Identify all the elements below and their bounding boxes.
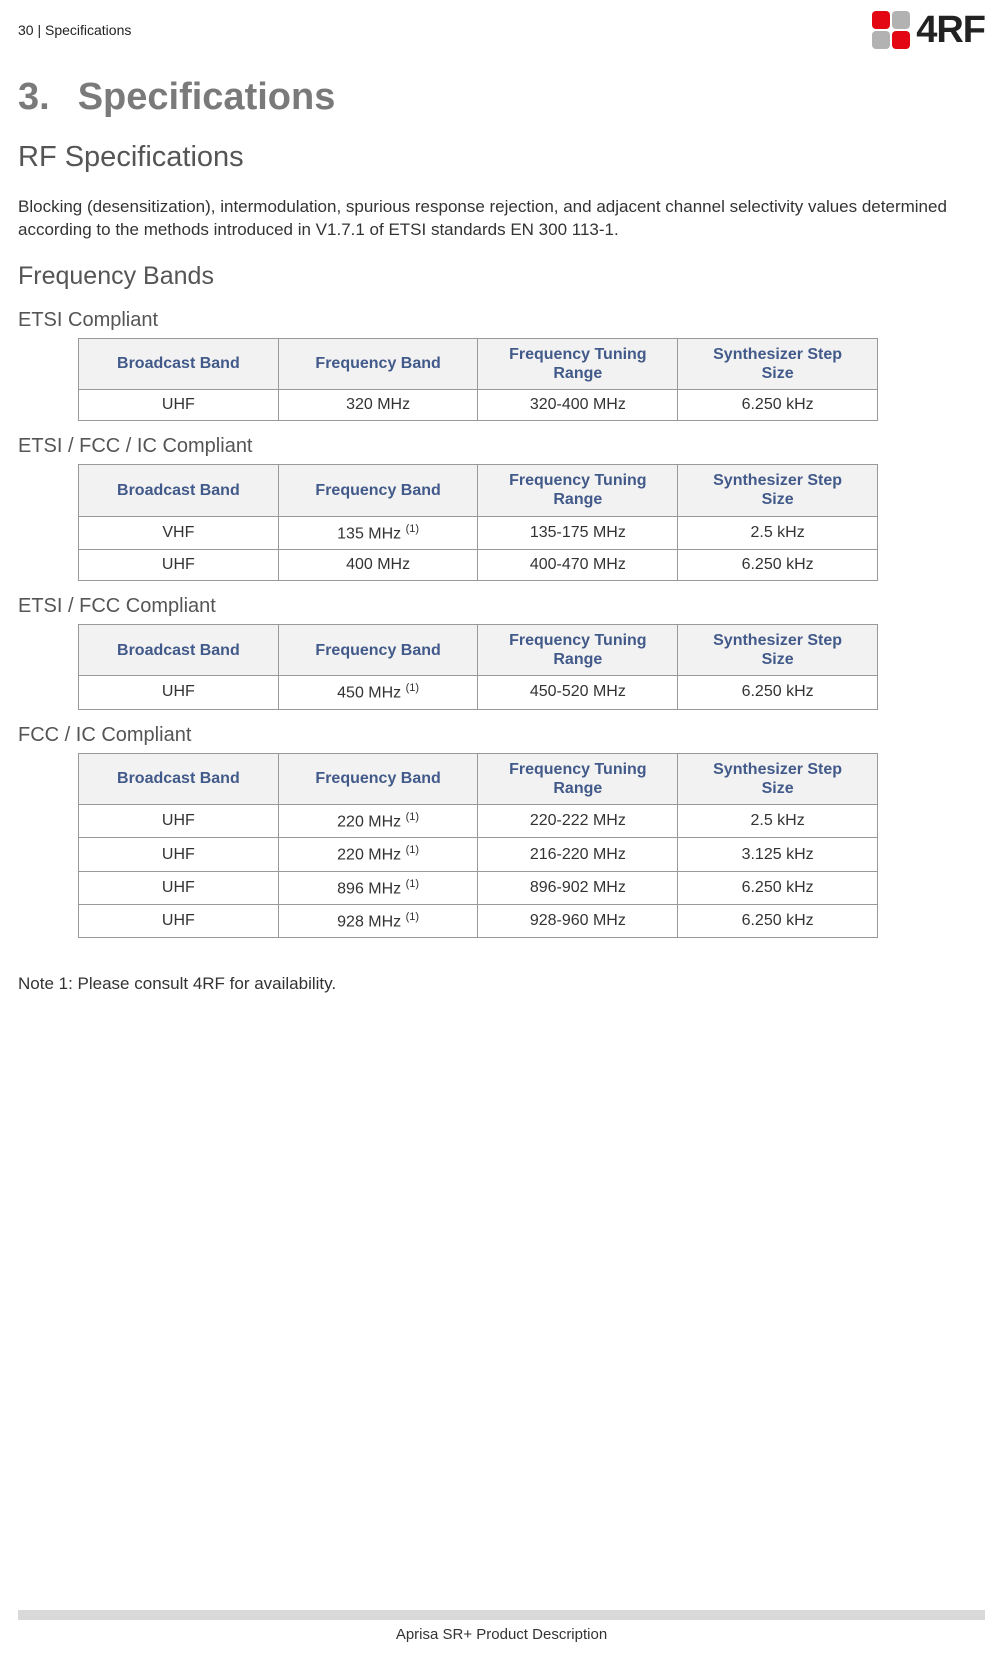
cell-frequency-band: 220 MHz (1) xyxy=(278,805,478,838)
cell-frequency-band: 135 MHz (1) xyxy=(278,516,478,549)
brand-logo: 4RF xyxy=(872,9,985,52)
cell-step-size: 3.125 kHz xyxy=(678,838,878,871)
cell-tuning-range: 320-400 MHz xyxy=(478,390,678,421)
table-header-cell: Synthesizer StepSize xyxy=(678,624,878,675)
cell-broadcast-band: UHF xyxy=(79,390,279,421)
section-heading: RF Specifications xyxy=(18,141,985,174)
table-row: UHF220 MHz (1)216-220 MHz3.125 kHz xyxy=(79,838,878,871)
table-header-cell: Frequency TuningRange xyxy=(478,624,678,675)
page-footer: Aprisa SR+ Product Description xyxy=(0,1610,1003,1643)
table-header-cell: Frequency Band xyxy=(278,338,478,389)
cell-step-size: 2.5 kHz xyxy=(678,516,878,549)
frequency-bands-heading: Frequency Bands xyxy=(18,262,985,291)
chapter-heading: 3. Specifications xyxy=(18,76,985,119)
cell-step-size: 6.250 kHz xyxy=(678,905,878,938)
compliance-heading: ETSI / FCC / IC Compliant xyxy=(18,435,985,458)
cell-frequency-band: 320 MHz xyxy=(278,390,478,421)
table-header-cell: Frequency TuningRange xyxy=(478,338,678,389)
table-header-cell: Broadcast Band xyxy=(79,465,279,516)
page-header: 30 | Specifications 4RF xyxy=(18,0,985,50)
cell-broadcast-band: UHF xyxy=(79,549,279,580)
cell-tuning-range: 220-222 MHz xyxy=(478,805,678,838)
cell-tuning-range: 928-960 MHz xyxy=(478,905,678,938)
spec-table: Broadcast BandFrequency BandFrequency Tu… xyxy=(78,338,878,421)
table-header-cell: Broadcast Band xyxy=(79,338,279,389)
compliance-heading: ETSI Compliant xyxy=(18,309,985,332)
cell-tuning-range: 450-520 MHz xyxy=(478,676,678,709)
cell-broadcast-band: UHF xyxy=(79,676,279,709)
spec-table: Broadcast BandFrequency BandFrequency Tu… xyxy=(78,624,878,710)
spec-table: Broadcast BandFrequency BandFrequency Tu… xyxy=(78,464,878,581)
cell-frequency-band: 400 MHz xyxy=(278,549,478,580)
table-header-cell: Frequency Band xyxy=(278,624,478,675)
chapter-title: Specifications xyxy=(78,76,336,118)
logo-text: 4RF xyxy=(916,9,985,52)
cell-step-size: 6.250 kHz xyxy=(678,549,878,580)
cell-tuning-range: 216-220 MHz xyxy=(478,838,678,871)
table-row: UHF400 MHz400-470 MHz6.250 kHz xyxy=(79,549,878,580)
footnote: Note 1: Please consult 4RF for availabil… xyxy=(18,974,985,994)
cell-frequency-band: 928 MHz (1) xyxy=(278,905,478,938)
cell-frequency-band: 220 MHz (1) xyxy=(278,838,478,871)
cell-broadcast-band: VHF xyxy=(79,516,279,549)
table-header-cell: Frequency TuningRange xyxy=(478,753,678,804)
table-header-cell: Synthesizer StepSize xyxy=(678,753,878,804)
table-row: UHF220 MHz (1)220-222 MHz2.5 kHz xyxy=(79,805,878,838)
cell-broadcast-band: UHF xyxy=(79,805,279,838)
intro-paragraph: Blocking (desensitization), intermodulat… xyxy=(18,196,985,242)
spec-table: Broadcast BandFrequency BandFrequency Tu… xyxy=(78,753,878,939)
compliance-heading: ETSI / FCC Compliant xyxy=(18,595,985,618)
cell-frequency-band: 896 MHz (1) xyxy=(278,871,478,904)
tables-container: ETSI CompliantBroadcast BandFrequency Ba… xyxy=(18,309,985,938)
table-row: UHF896 MHz (1)896-902 MHz6.250 kHz xyxy=(79,871,878,904)
cell-step-size: 6.250 kHz xyxy=(678,676,878,709)
table-header-cell: Frequency TuningRange xyxy=(478,465,678,516)
table-row: UHF450 MHz (1)450-520 MHz6.250 kHz xyxy=(79,676,878,709)
table-row: UHF928 MHz (1)928-960 MHz6.250 kHz xyxy=(79,905,878,938)
cell-frequency-band: 450 MHz (1) xyxy=(278,676,478,709)
table-row: VHF135 MHz (1)135-175 MHz2.5 kHz xyxy=(79,516,878,549)
cell-tuning-range: 400-470 MHz xyxy=(478,549,678,580)
table-header-cell: Synthesizer StepSize xyxy=(678,338,878,389)
cell-step-size: 6.250 kHz xyxy=(678,390,878,421)
chapter-number: 3. xyxy=(18,76,50,118)
cell-tuning-range: 135-175 MHz xyxy=(478,516,678,549)
table-row: UHF320 MHz320-400 MHz6.250 kHz xyxy=(79,390,878,421)
logo-tiles-icon xyxy=(872,11,910,49)
cell-broadcast-band: UHF xyxy=(79,838,279,871)
table-header-cell: Frequency Band xyxy=(278,753,478,804)
cell-broadcast-band: UHF xyxy=(79,905,279,938)
table-header-cell: Frequency Band xyxy=(278,465,478,516)
table-header-cell: Broadcast Band xyxy=(79,624,279,675)
header-page-label: 30 | Specifications xyxy=(18,22,131,38)
cell-tuning-range: 896-902 MHz xyxy=(478,871,678,904)
cell-broadcast-band: UHF xyxy=(79,871,279,904)
cell-step-size: 6.250 kHz xyxy=(678,871,878,904)
compliance-heading: FCC / IC Compliant xyxy=(18,724,985,747)
table-header-cell: Synthesizer StepSize xyxy=(678,465,878,516)
table-header-cell: Broadcast Band xyxy=(79,753,279,804)
footer-divider xyxy=(18,1610,985,1620)
cell-step-size: 2.5 kHz xyxy=(678,805,878,838)
footer-text: Aprisa SR+ Product Description xyxy=(0,1626,1003,1643)
